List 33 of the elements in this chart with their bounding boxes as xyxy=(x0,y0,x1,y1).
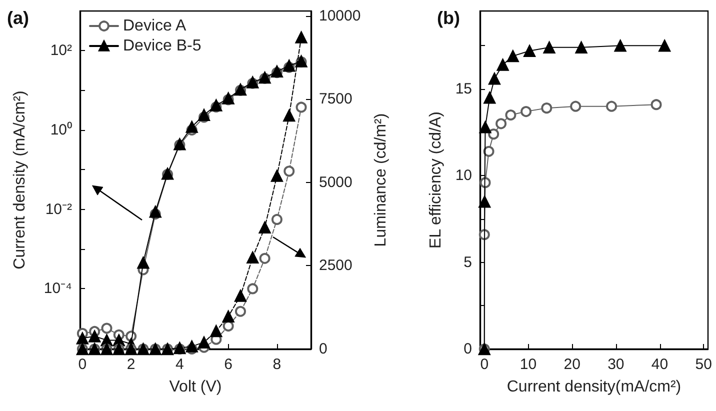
y2-tick-label: 2500 xyxy=(319,257,352,274)
x-tick-label: 20 xyxy=(564,356,580,373)
x-tick-label: 8 xyxy=(272,356,282,373)
x-tick-label: 30 xyxy=(608,356,624,373)
x-tick-label: 40 xyxy=(651,356,668,373)
y-tick-label: 0 xyxy=(464,340,472,358)
chart-title: (a) xyxy=(7,8,30,28)
x-tick-label: 0 xyxy=(480,356,489,373)
y2-tick-label: 5000 xyxy=(319,174,352,191)
y-tick-label: 10⁻² xyxy=(45,200,72,218)
x-tick-label: 4 xyxy=(176,356,184,373)
legend-label: Device B-5 xyxy=(123,38,202,54)
x-tick-label: 0 xyxy=(78,356,87,373)
x-axis-title: Current density(mA/cm²) xyxy=(506,378,682,396)
x-tick-label: 6 xyxy=(224,356,232,373)
y2-tick-label: 7500 xyxy=(319,90,352,108)
chart-title: (b) xyxy=(437,8,460,28)
y-tick-label: 10² xyxy=(50,42,72,60)
y-tick-label: 5 xyxy=(464,254,472,271)
y-tick-label: 15 xyxy=(455,80,472,98)
y-tick-label: 10⁻⁴ xyxy=(44,280,72,298)
x-tick-label: 50 xyxy=(695,356,712,373)
y-tick-label: 10 xyxy=(455,167,472,184)
y2-tick-label: 0 xyxy=(319,340,328,358)
x-tick-label: 10 xyxy=(520,356,537,373)
y2-axis-title: Luminance (cd/m²) xyxy=(372,113,390,247)
x-tick-label: 2 xyxy=(126,356,136,373)
y2-tick-label: 10000 xyxy=(319,7,361,24)
x-axis-title: Volt (V) xyxy=(169,378,222,396)
legend-label: Device A xyxy=(123,18,186,34)
y-tick-label: 10⁰ xyxy=(50,121,72,138)
y-axis-title: Current density (mA/cm²) xyxy=(12,90,28,270)
y-axis-title: EL efficiency (cd/A) xyxy=(428,112,444,248)
